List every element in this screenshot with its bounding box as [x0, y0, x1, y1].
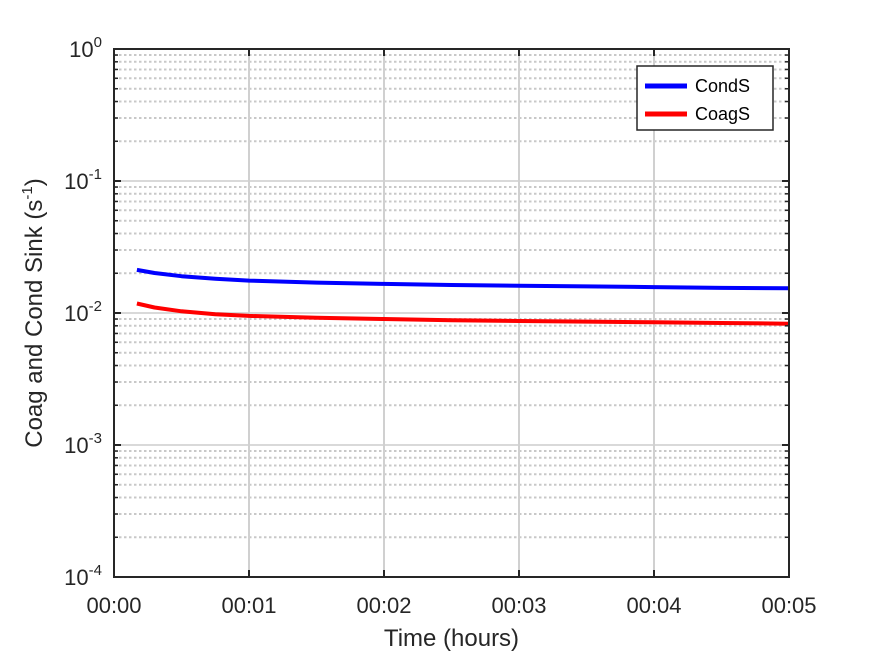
x-tick-label: 00:01 — [221, 593, 276, 618]
series-line-conds — [136, 267, 790, 291]
y-tick-label: 10-1 — [64, 166, 102, 194]
y-tick-label: 10-3 — [64, 430, 102, 458]
x-tick-label: 00:00 — [86, 593, 141, 618]
legend-label-conds: CondS — [695, 76, 750, 96]
series-line-coags — [136, 301, 790, 326]
x-tick-label: 00:05 — [761, 593, 816, 618]
axis-labels: 00:00 00:01 00:02 00:03 00:04 00:05 10-4 10-3 10… — [64, 34, 816, 618]
y-axis-title-close: ) — [21, 178, 48, 186]
y-tick-label: 100 — [69, 34, 102, 62]
x-axis-title: Time (hours) — [384, 625, 519, 652]
legend-box — [636, 65, 774, 131]
y-tick-label: 10-4 — [64, 562, 102, 590]
x-tick-label: 00:04 — [626, 593, 681, 618]
plot-series — [136, 267, 790, 326]
axis-ticks — [113, 48, 790, 578]
y-axis-title: Coag and Cond Sink (s-1) — [19, 178, 48, 448]
legend-label-coags: CoagS — [695, 104, 750, 124]
x-tick-label: 00:02 — [356, 593, 411, 618]
y-tick-label: 10-2 — [64, 298, 102, 326]
y-axis-title-superscript: -1 — [19, 186, 36, 199]
y-axis-title-main: Coag and Cond Sink (s — [21, 200, 48, 448]
legend: CondS CoagS — [636, 65, 774, 131]
x-tick-label: 00:03 — [491, 593, 546, 618]
